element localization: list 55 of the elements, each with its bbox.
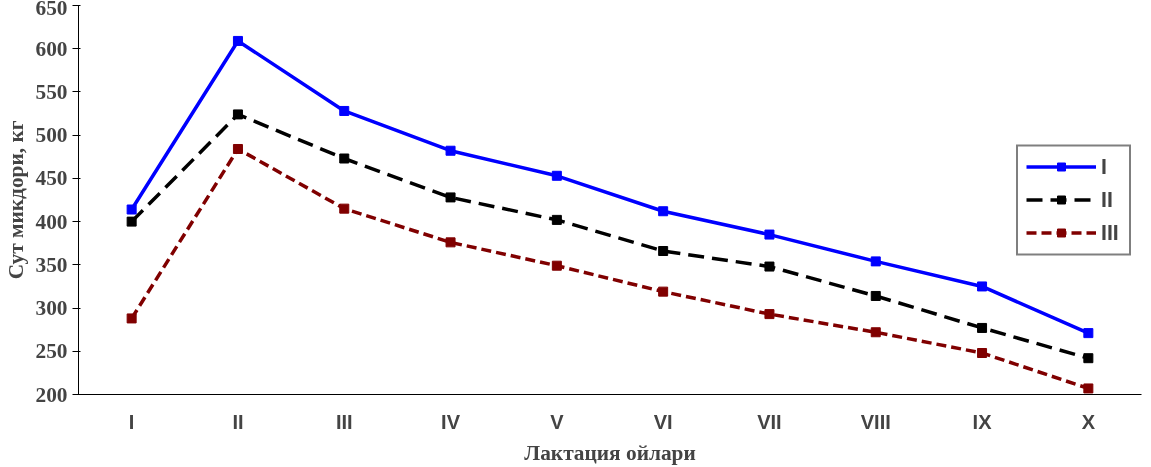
x-tick-label: VII: [757, 410, 782, 433]
y-tick-label: 250: [35, 339, 68, 364]
legend-label: I: [1101, 154, 1108, 179]
point: [232, 144, 243, 154]
point: [870, 256, 881, 267]
x-tick-label: I: [128, 410, 135, 433]
point: [551, 214, 562, 225]
x-tick-label: IV: [441, 410, 461, 433]
point: [977, 281, 988, 292]
point: [445, 237, 456, 248]
y-tick-label: 650: [35, 0, 68, 20]
point: [126, 313, 137, 324]
point: [764, 309, 775, 320]
y-tick-label: 400: [35, 209, 68, 234]
x-tick-label: V: [550, 410, 565, 433]
point: [977, 348, 988, 359]
point: [445, 192, 456, 203]
y-tick-label: 450: [35, 166, 68, 191]
y-tick-label: 350: [35, 252, 68, 277]
point: [339, 203, 350, 214]
point: [339, 105, 350, 116]
y-axis-title: Сут микдори, кг: [3, 120, 28, 280]
point: [339, 153, 350, 164]
point: [1083, 328, 1094, 339]
point: [658, 286, 669, 297]
point: [445, 145, 456, 156]
legend-label: III: [1101, 220, 1120, 245]
point: [551, 260, 562, 271]
point: [126, 204, 137, 215]
x-tick-label: III: [335, 410, 353, 433]
point: [658, 206, 669, 217]
x-tick-label: IX: [972, 410, 993, 433]
point: [870, 290, 881, 301]
y-tick-label: 200: [35, 382, 68, 407]
point: [764, 229, 775, 240]
x-axis-title: Лактация ойлари: [524, 440, 696, 465]
legend-label: II: [1101, 187, 1114, 212]
point: [126, 216, 137, 227]
y-tick-label: 500: [35, 123, 68, 148]
x-tick-label: VI: [653, 410, 673, 433]
y-tick-label: 600: [35, 36, 68, 61]
point: [232, 35, 243, 46]
point: [870, 327, 881, 338]
point: [977, 322, 988, 333]
point: [1083, 383, 1094, 394]
point: [232, 109, 243, 120]
point: [1083, 353, 1094, 364]
point: [658, 246, 669, 256]
x-tick-label: II: [232, 410, 244, 433]
x-tick-label: VIII: [860, 410, 891, 433]
y-tick-label: 300: [35, 296, 68, 321]
point: [551, 170, 562, 181]
point: [764, 261, 775, 272]
y-tick-label: 550: [35, 79, 68, 104]
x-tick-label: X: [1081, 410, 1096, 433]
